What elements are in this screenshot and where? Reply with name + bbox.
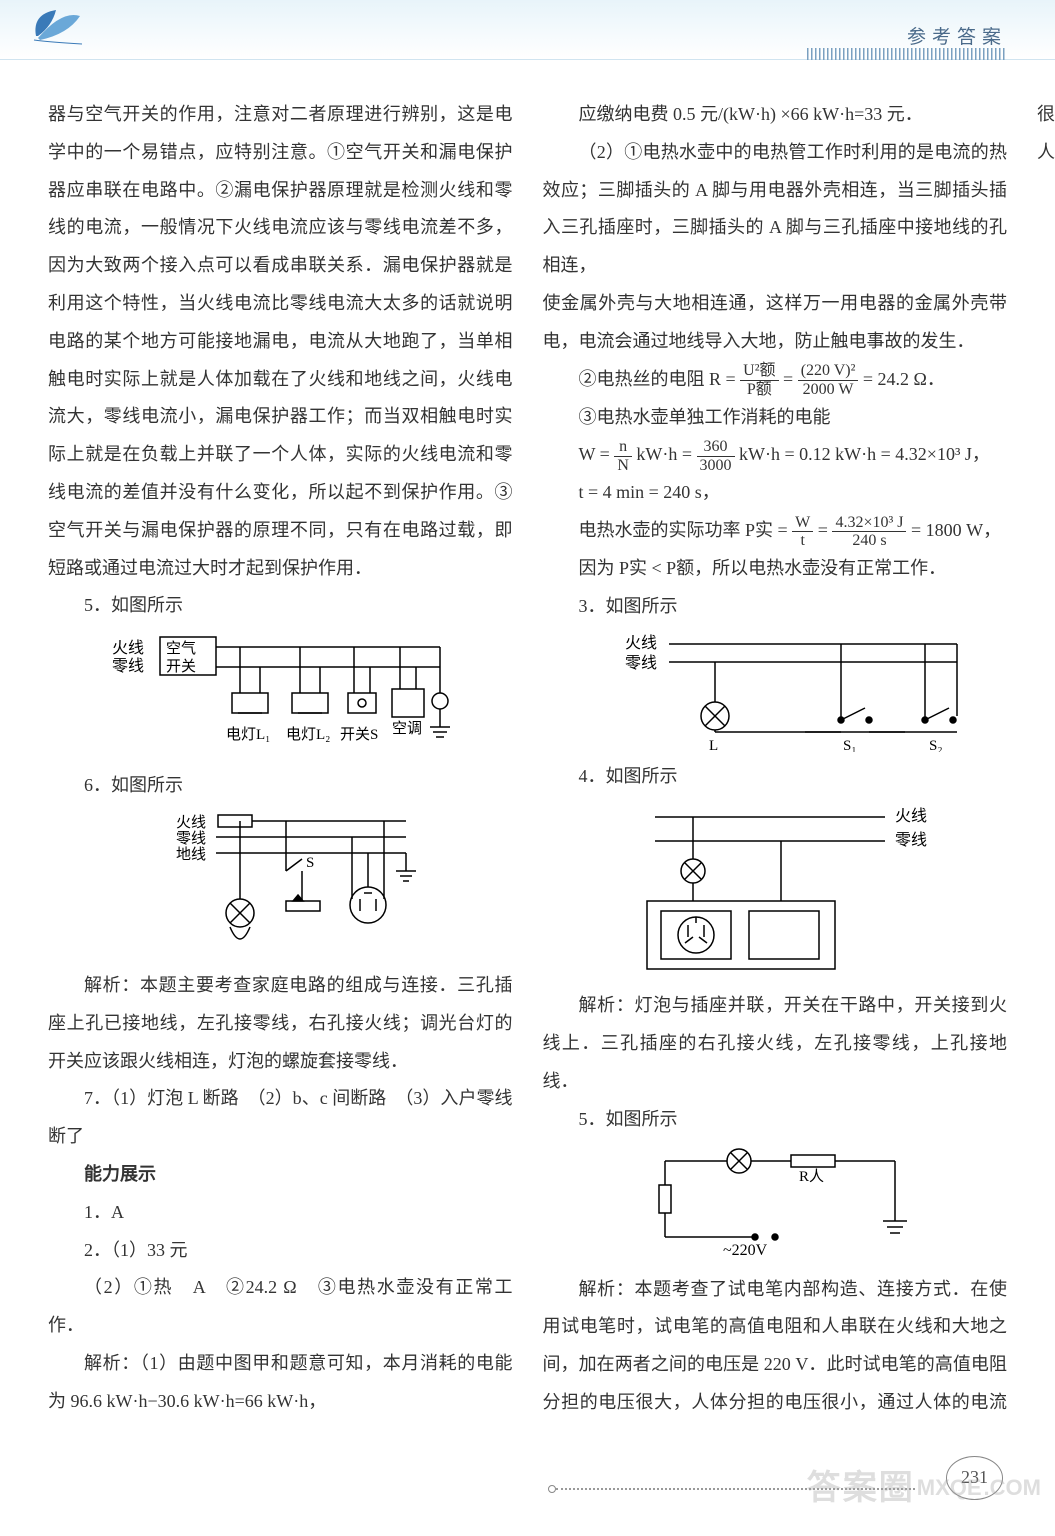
q-r4: 4．如图所示 xyxy=(543,758,1008,796)
svg-text:火线: 火线 xyxy=(112,639,144,657)
page-header: 参考答案 xyxy=(0,0,1055,60)
ans-2: 2．（1）33 元 xyxy=(48,1232,513,1270)
svg-text:火线: 火线 xyxy=(176,814,206,831)
circuit-diagram-5: 火线 零线 空气 开关 电灯L₁ 电灯L₂ 开关S 空调 xyxy=(100,631,460,761)
circuit-diagram-6: 火线 零线 地线 S xyxy=(130,811,430,961)
q-r5: 5．如图所示 xyxy=(543,1101,1008,1139)
formula-3-label: ③电热水壶单独工作消耗的电能 xyxy=(543,399,1008,437)
analysis-2b: 应缴纳电费 0.5 元/(kW·h) ×66 kW·h=33 元． xyxy=(543,96,1008,134)
q-6: 6．如图所示 xyxy=(48,767,513,805)
svg-text:S₂: S₂ xyxy=(929,738,943,752)
svg-text:火线: 火线 xyxy=(895,807,927,825)
ability-section: 能力展示 xyxy=(48,1156,513,1194)
svg-text:零线: 零线 xyxy=(895,831,927,849)
leaf-icon xyxy=(28,6,84,62)
formula-cmp: 因为 P实 < P额，所以电热水壶没有正常工作． xyxy=(543,550,1008,588)
svg-text:~220V: ~220V xyxy=(723,1242,768,1259)
ans-2b: （2）①热 A ②24.2 Ω ③电热水壶没有正常工作． xyxy=(48,1269,513,1345)
svg-text:S: S xyxy=(306,855,314,871)
svg-text:零线: 零线 xyxy=(625,654,657,672)
circuit-diagram-r4: 火线 零线 xyxy=(585,801,965,981)
text-block: 器与空气开关的作用，注意对二者原理进行辨别，这是电学中的一个易错点，应特别注意。… xyxy=(48,96,513,587)
formula-W: W = nN kW·h = 3603000 kW·h = 0.12 kW·h =… xyxy=(543,436,1008,474)
analysis-2a: 解析：（1）由题中图甲和题意可知，本月消耗的电能为 96.6 kW·h−30.6… xyxy=(48,1345,513,1421)
svg-text:L: L xyxy=(709,738,718,752)
q-r6: 6．如图所示 xyxy=(1037,172,1055,210)
svg-text:空调: 空调 xyxy=(392,720,422,737)
svg-text:零线: 零线 xyxy=(112,657,144,675)
analysis-r4: 解析：灯泡与插座并联，开关在干路中，开关接到火线上．三孔插座的右孔接火线，左孔接… xyxy=(543,987,1008,1100)
formula-t: t = 4 min = 240 s， xyxy=(543,474,1008,512)
svg-text:S₁: S₁ xyxy=(843,738,857,752)
svg-text:电灯L₁: 电灯L₁ xyxy=(226,726,270,743)
circuit-diagram-r3: 火线 零线 L S₁ S₂ xyxy=(585,632,965,752)
ans-1: 1．A xyxy=(48,1194,513,1232)
header-ornament xyxy=(807,48,1007,60)
formula-P: 电热水壶的实际功率 P实 = Wt = 4.32×10³ J240 s = 18… xyxy=(543,512,1008,550)
q-7: 7．（1）灯泡 L 断路 （2）b、c 间断路 （3）入户零线断了 xyxy=(48,1080,513,1156)
svg-text:电灯L₂: 电灯L₂ xyxy=(286,726,330,743)
svg-text:开关: 开关 xyxy=(166,658,196,675)
content-area: 器与空气开关的作用，注意对二者原理进行辨别，这是电学中的一个易错点，应特别注意。… xyxy=(0,60,1055,1440)
q-5: 5．如图所示 xyxy=(48,587,513,625)
text-block-r1: 使金属外壳与大地相连通，这样万一用电器的金属外壳带电，电流会通过地线导入大地，防… xyxy=(543,285,1008,361)
svg-text:地线: 地线 xyxy=(176,846,206,863)
svg-text:零线: 零线 xyxy=(176,830,206,847)
q-r3: 3．如图所示 xyxy=(543,588,1008,626)
circuit-diagram-r5: R人 ~220V xyxy=(615,1145,935,1265)
analysis-2c: （2）①电热水壶中的电热管工作时利用的是电流的热效应；三脚插头的 A 脚与用电器… xyxy=(543,134,1008,285)
svg-text:R人: R人 xyxy=(799,1168,824,1185)
svg-text:开关S: 开关S xyxy=(340,726,378,743)
formula-R: ②电热丝的电阻 R = U²额P额 = (220 V)²2000 W = 24.… xyxy=(543,361,1008,399)
svg-text:火线: 火线 xyxy=(625,634,657,652)
svg-text:空气: 空气 xyxy=(166,640,196,657)
analysis-6: 解析：本题主要考查家庭电路的组成与连接．三孔插座上孔已接地线，左孔接零线，右孔接… xyxy=(48,967,513,1080)
watermark: 答案圈 MXQE .COM xyxy=(807,1453,1041,1524)
